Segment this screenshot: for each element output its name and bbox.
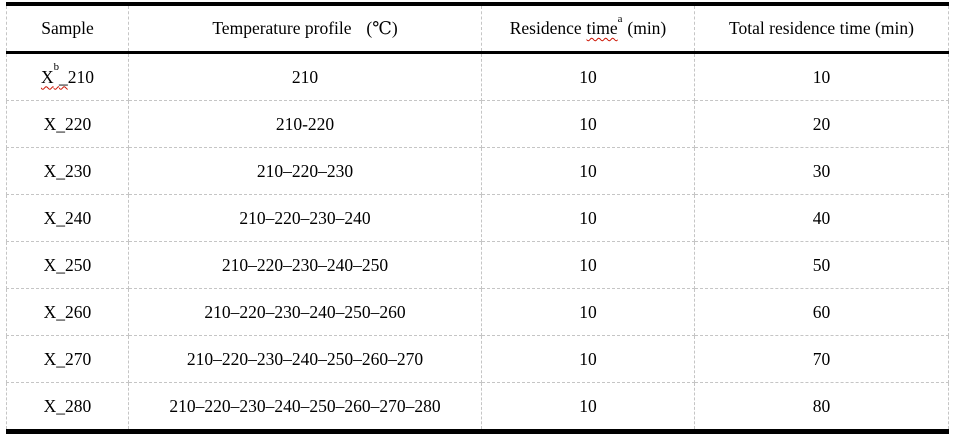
- cell-total-residence-time: 50: [694, 241, 949, 289]
- cell-total-residence-time: 60: [694, 288, 949, 336]
- cell-total-residence-time: 20: [694, 100, 949, 148]
- footnote-marker-a: a: [617, 12, 623, 25]
- column-header-sample: Sample: [6, 3, 129, 54]
- column-header-residence-time: Residence timea (min): [481, 3, 695, 54]
- cell-residence-time: 10: [481, 194, 695, 242]
- column-header-total-residence-time: Total residence time (min): [694, 3, 949, 54]
- cell-sample: Xb_210: [6, 52, 129, 101]
- temperature-profile-label: Temperature profile: [212, 18, 352, 38]
- cell-temperature-profile: 210-220: [128, 100, 482, 148]
- table-row: X_280 210–220–230–240–250–260–270–280 10…: [6, 382, 949, 432]
- table-row: Xb_210 210 10 10: [6, 52, 949, 101]
- sample-number: 210: [67, 66, 95, 87]
- cell-sample: X_260: [6, 288, 129, 336]
- celsius-unit: (℃): [366, 18, 398, 38]
- table-row: X_270 210–220–230–240–250–260–270 10 70: [6, 335, 949, 383]
- cell-residence-time: 10: [481, 52, 695, 101]
- cell-temperature-profile: 210–220–230–240–250–260: [128, 288, 482, 336]
- cell-total-residence-time: 10: [694, 52, 949, 101]
- cell-sample: X_240: [6, 194, 129, 242]
- cell-sample: X_270: [6, 335, 129, 383]
- cell-temperature-profile: 210–220–230–240–250–260–270: [128, 335, 482, 383]
- temperature-profile-table: Sample Temperature profile (℃) Residence t…: [6, 2, 949, 434]
- cell-residence-time: 10: [481, 241, 695, 289]
- cell-total-residence-time: 30: [694, 147, 949, 195]
- footnote-marker-b: b: [53, 61, 60, 74]
- cell-residence-time: 10: [481, 335, 695, 383]
- table-row: X_230 210–220–230 10 30: [6, 147, 949, 195]
- header-row: Sample Temperature profile (℃) Residence t…: [6, 3, 949, 54]
- misspelled-word-time: time: [586, 18, 618, 38]
- cell-sample: X_220: [6, 100, 129, 148]
- cell-sample: X_250: [6, 241, 129, 289]
- cell-residence-time: 10: [481, 382, 695, 432]
- cell-total-residence-time: 70: [694, 335, 949, 383]
- sample-x: X: [40, 66, 54, 87]
- cell-residence-time: 10: [481, 100, 695, 148]
- residence-unit-label: (min): [627, 18, 667, 38]
- cell-temperature-profile: 210: [128, 52, 482, 101]
- table-row: X_260 210–220–230–240–250–260 10 60: [6, 288, 949, 336]
- column-header-temperature-profile: Temperature profile (℃): [128, 3, 482, 54]
- cell-total-residence-time: 80: [694, 382, 949, 432]
- cell-temperature-profile: 210–220–230: [128, 147, 482, 195]
- cell-residence-time: 10: [481, 147, 695, 195]
- cell-temperature-profile: 210–220–230–240: [128, 194, 482, 242]
- table-row: X_240 210–220–230–240 10 40: [6, 194, 949, 242]
- cell-residence-time: 10: [481, 288, 695, 336]
- sample-underscore: _: [59, 66, 68, 87]
- cell-sample: X_280: [6, 382, 129, 432]
- misspelled-sample-prefix: Xb_: [40, 62, 68, 87]
- table-row: X_250 210–220–230–240–250 10 50: [6, 241, 949, 289]
- cell-sample: X_230: [6, 147, 129, 195]
- cell-temperature-profile: 210–220–230–240–250: [128, 241, 482, 289]
- residence-label-part1: Residence: [509, 18, 582, 38]
- cell-temperature-profile: 210–220–230–240–250–260–270–280: [128, 382, 482, 432]
- cell-total-residence-time: 40: [694, 194, 949, 242]
- table-row: X_220 210-220 10 20: [6, 100, 949, 148]
